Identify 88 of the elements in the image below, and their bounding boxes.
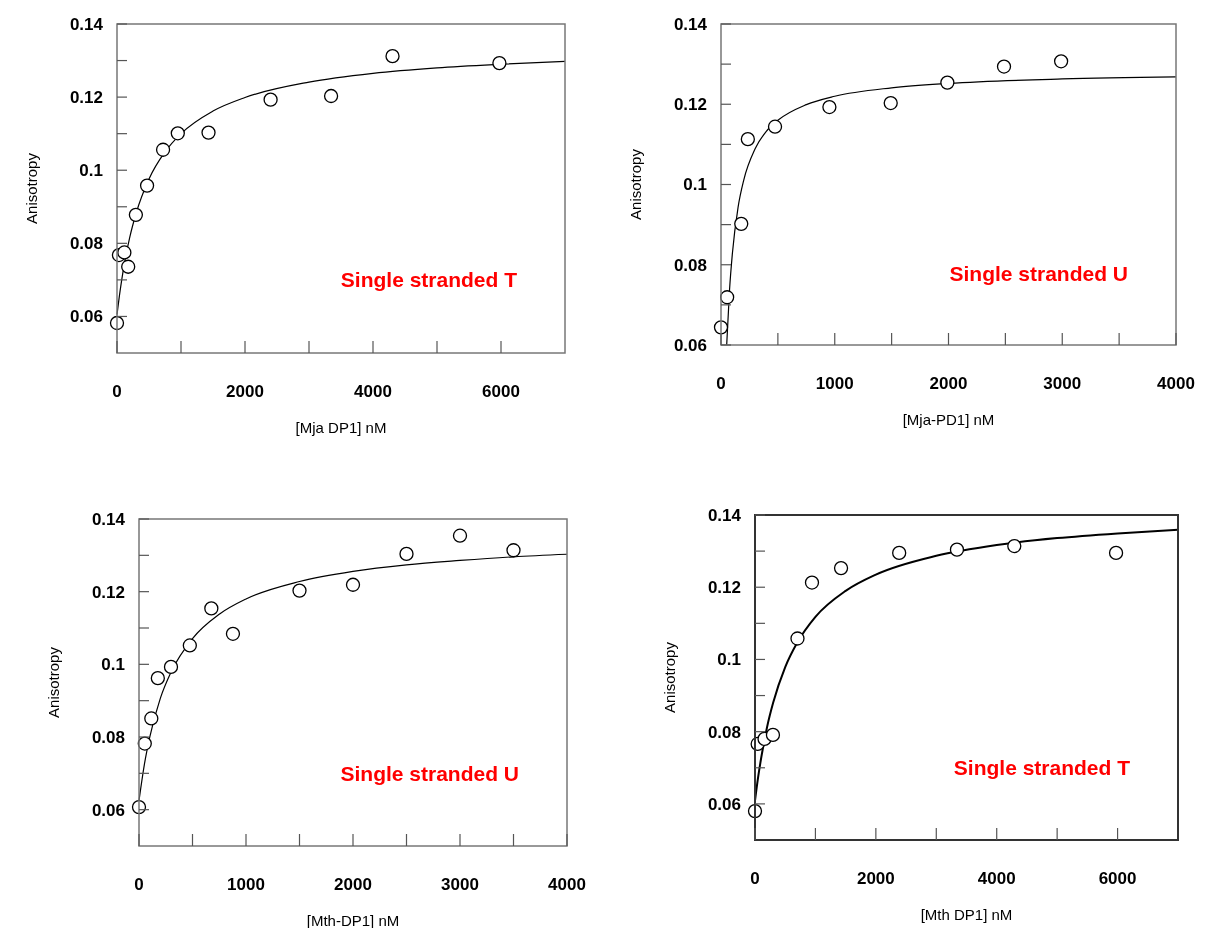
x-tick-label: 0	[716, 374, 726, 393]
point	[833, 560, 849, 576]
x-tick-label: 2000	[856, 869, 895, 888]
point	[144, 711, 159, 726]
x-tick-label: 1000	[227, 875, 265, 894]
y-tick-label: 0.1	[79, 161, 103, 181]
point	[201, 125, 216, 140]
x-tick-label: 2000	[226, 382, 264, 401]
y-tick-label: 0.12	[69, 88, 103, 108]
annotation: Single stranded U	[340, 761, 519, 785]
y-tick-label: 0.1	[717, 650, 741, 670]
point	[1108, 545, 1124, 561]
point	[506, 543, 521, 558]
point	[892, 545, 907, 561]
y-tick-label: 0.14	[91, 509, 126, 529]
x-tick-label: 0	[750, 869, 760, 888]
point	[1053, 54, 1069, 69]
point	[155, 142, 171, 157]
point	[292, 583, 307, 598]
x-tick-label: 4000	[1157, 374, 1195, 393]
y-tick-label: 0.1	[101, 655, 125, 675]
x-tick-label: 0	[112, 382, 122, 401]
point	[719, 290, 735, 305]
point	[765, 727, 781, 743]
y-tick-label: 0.08	[69, 234, 103, 254]
y-tick-label: 0.06	[69, 307, 103, 327]
y-axis-title: Anisotropy	[23, 152, 40, 224]
y-tick-label: 0.12	[707, 578, 741, 598]
point	[734, 216, 749, 231]
point	[492, 55, 507, 71]
point	[170, 126, 185, 141]
y-axis-title: Anisotropy	[661, 641, 678, 713]
x-axis-title: [Mja DP1] nM	[295, 419, 387, 436]
x-tick-label: 4000	[548, 875, 586, 894]
point	[117, 245, 132, 260]
annotation: Single stranded U	[949, 261, 1128, 285]
x-tick-label: 6000	[1098, 869, 1137, 888]
y-tick-label: 0.08	[707, 722, 741, 742]
point	[740, 132, 755, 147]
point	[139, 178, 155, 193]
y-tick-label: 0.06	[707, 794, 741, 814]
y-tick-label: 0.14	[69, 14, 104, 34]
point	[150, 670, 165, 686]
y-tick-label: 0.06	[91, 800, 125, 820]
y-tick-label: 0.14	[707, 505, 742, 525]
point	[767, 119, 783, 134]
point	[790, 631, 805, 646]
point	[883, 95, 898, 111]
y-tick-label: 0.1	[683, 175, 707, 195]
point	[345, 577, 361, 592]
point	[949, 542, 965, 557]
x-tick-label: 0	[134, 875, 144, 894]
point	[323, 88, 339, 104]
x-tick-label: 4000	[977, 869, 1016, 888]
point	[163, 659, 179, 675]
x-tick-label: 2000	[929, 374, 968, 393]
x-tick-label: 6000	[482, 382, 520, 401]
point	[263, 92, 278, 107]
y-tick-label: 0.08	[91, 727, 125, 747]
point	[804, 575, 820, 590]
x-tick-label: 2000	[334, 875, 372, 894]
y-tick-label: 0.14	[673, 14, 708, 34]
point	[385, 49, 400, 64]
point	[128, 207, 144, 222]
y-axis-title: Anisotropy	[45, 646, 62, 718]
x-tick-label: 1000	[815, 374, 854, 393]
annotation: Single stranded T	[953, 756, 1131, 779]
point	[204, 601, 219, 616]
y-tick-label: 0.12	[673, 95, 707, 115]
y-tick-label: 0.08	[673, 255, 707, 275]
point	[1007, 538, 1022, 554]
x-tick-label: 4000	[354, 382, 392, 401]
x-axis-title: [Mja-PD1] nM	[902, 411, 995, 428]
point	[996, 59, 1012, 74]
y-axis-title: Anisotropy	[627, 148, 644, 220]
y-tick-label: 0.12	[91, 582, 125, 602]
point	[822, 99, 837, 115]
point	[452, 528, 468, 543]
point	[182, 638, 197, 653]
x-axis-title: [Mth DP1] nM	[920, 906, 1013, 923]
point	[399, 546, 414, 562]
x-tick-label: 3000	[441, 875, 479, 894]
point	[940, 75, 955, 90]
x-tick-label: 3000	[1043, 374, 1082, 393]
point	[225, 626, 241, 641]
point	[121, 259, 136, 274]
y-tick-label: 0.06	[673, 335, 707, 355]
annotation: Single stranded T	[340, 268, 518, 292]
